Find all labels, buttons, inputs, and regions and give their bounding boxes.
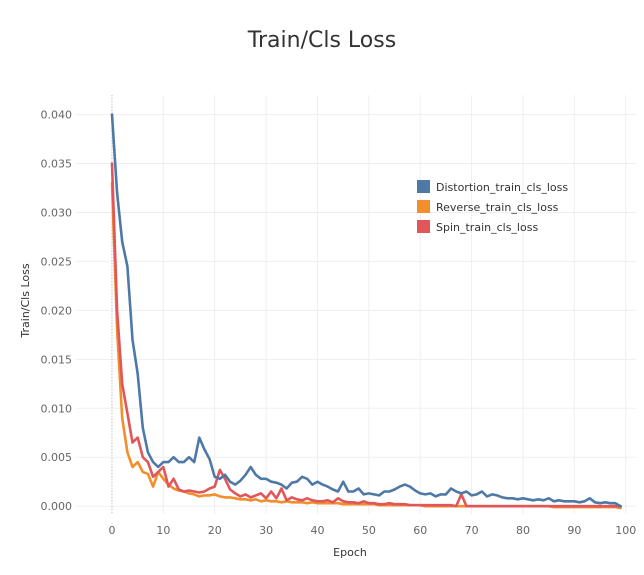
x-axis-label: Epoch	[333, 546, 367, 559]
legend-swatch	[417, 200, 430, 213]
x-tick-label: 50	[362, 524, 376, 537]
grid-layer	[76, 95, 636, 514]
series-line-Spin_train_cls_loss	[110, 162, 622, 508]
x-tick-label: 90	[567, 524, 581, 537]
y-tick-label: 0.035	[41, 158, 73, 171]
y-tick-label: 0.005	[41, 451, 73, 464]
x-tick-label: 0	[108, 524, 115, 537]
x-tick-label: 60	[413, 524, 427, 537]
x-tick-label: 80	[516, 524, 530, 537]
x-tick-label: 70	[465, 524, 479, 537]
chart-title: Train/Cls Loss	[247, 28, 397, 53]
legend-label: Reverse_train_cls_loss	[436, 201, 559, 214]
y-tick-label: 0.030	[41, 206, 73, 219]
legend-swatch	[417, 220, 430, 233]
y-axis-label: Train/Cls Loss	[19, 263, 32, 338]
x-tick-label: 10	[156, 524, 170, 537]
tick-layer: 0 10 20 30 40 50 60 70 80 90 100 0.000 0.005 0.010 0.0…	[41, 109, 637, 537]
legend-swatch	[417, 180, 430, 193]
y-tick-label: 0.040	[41, 109, 73, 122]
legend-label: Distortion_train_cls_loss	[436, 181, 568, 194]
series-line-Distortion_train_cls_loss	[110, 113, 622, 508]
y-tick-label: 0.000	[41, 500, 73, 513]
x-tick-label: 30	[259, 524, 273, 537]
legend: Distortion_train_cls_loss Reverse_train_c…	[417, 180, 568, 234]
y-tick-label: 0.025	[41, 255, 73, 268]
x-tick-label: 40	[310, 524, 324, 537]
y-tick-label: 0.010	[41, 402, 73, 415]
x-tick-label: 100	[615, 524, 636, 537]
y-tick-label: 0.020	[41, 304, 73, 317]
x-tick-label: 20	[208, 524, 222, 537]
series-layer	[110, 113, 622, 510]
legend-label: Spin_train_cls_loss	[436, 221, 538, 234]
y-tick-label: 0.015	[41, 353, 73, 366]
